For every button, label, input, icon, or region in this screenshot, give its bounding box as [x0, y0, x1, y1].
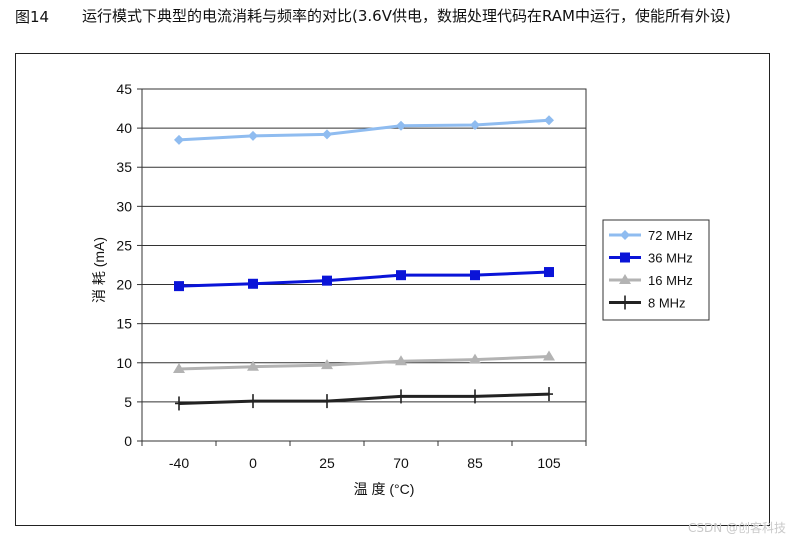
series-72-mhz [174, 115, 554, 145]
y-tick-label: 45 [116, 81, 132, 97]
legend-item: 72 MHz [609, 228, 693, 243]
legend-label: 8 MHz [648, 296, 686, 311]
figure-number: 图14 [15, 8, 50, 26]
chart-frame: 0 5 10 15 20 25 30 35 40 45 -40 0 25 70 85 105 消 耗 (mA)… [15, 53, 770, 526]
series-16-mhz [173, 350, 555, 374]
data-point-triangle [469, 353, 481, 364]
data-point-triangle [173, 363, 185, 374]
data-point-triangle [619, 274, 631, 284]
data-point-diamond [620, 230, 630, 240]
data-point-diamond [396, 120, 406, 131]
legend-item: 16 MHz [609, 273, 693, 288]
gridlines [141, 88, 587, 442]
series-line [178, 355, 550, 371]
data-point-diamond [322, 129, 332, 140]
x-tick-label: 70 [393, 455, 409, 471]
tick-labels: 0 5 10 15 20 25 30 35 40 45 -40 0 25 70 85 105 [116, 81, 560, 471]
current-vs-temperature-chart: 0 5 10 15 20 25 30 35 40 45 -40 0 25 70 85 105 消 耗 (mA)… [91, 81, 710, 497]
y-tick-label: 30 [116, 198, 132, 214]
data-point-square [396, 270, 406, 281]
data-point-square [174, 281, 184, 292]
data-point-plus [545, 387, 553, 402]
legend-label: 36 MHz [648, 251, 693, 266]
series-lines [173, 115, 555, 411]
data-point-plus [175, 396, 183, 411]
figure-caption: 运行模式下典型的电流消耗与频率的对比(3.6V供电，数据处理代码在RAM中运行，… [82, 7, 731, 25]
data-point-plus [471, 389, 479, 404]
plot-area [141, 88, 587, 442]
x-tick-label: 25 [319, 455, 335, 471]
y-tick-label: 0 [124, 433, 132, 449]
data-point-diamond [470, 119, 480, 130]
series-line [178, 392, 550, 405]
legend-item: 36 MHz [609, 251, 693, 266]
legend-item: 8 MHz [609, 295, 686, 311]
data-point-plus [397, 389, 405, 404]
data-point-square [470, 270, 480, 281]
x-axis-title: 温 度 (°C) [354, 481, 415, 497]
data-point-plus [249, 394, 257, 409]
data-point-square [248, 278, 258, 289]
series-36-mhz [174, 267, 554, 292]
x-tick-label: 85 [467, 455, 483, 471]
axes [137, 88, 587, 446]
data-point-triangle [321, 359, 333, 370]
data-point-plus [323, 394, 331, 409]
series-8-mhz [175, 387, 553, 411]
data-point-triangle [247, 360, 259, 371]
data-point-diamond [248, 130, 258, 141]
x-tick-label: -40 [169, 455, 189, 471]
data-point-square [322, 275, 332, 286]
watermark: CSDN @创客科技 [687, 521, 786, 535]
y-tick-label: 15 [116, 316, 132, 332]
data-point-plus [621, 295, 629, 310]
x-tick-label: 105 [537, 455, 561, 471]
y-tick-label: 20 [116, 277, 132, 293]
data-point-square [544, 267, 554, 278]
data-point-triangle [543, 350, 555, 361]
y-axis-title: 消 耗 (mA) [91, 237, 107, 303]
legend-label: 16 MHz [648, 273, 693, 288]
data-point-diamond [544, 115, 554, 126]
x-tick-label: 0 [249, 455, 257, 471]
data-point-diamond [174, 134, 184, 145]
legend: 72 MHz 36 MHz 16 MHz 8 MHz [602, 219, 710, 321]
y-tick-label: 25 [116, 237, 132, 253]
y-tick-label: 40 [116, 120, 132, 136]
legend-label: 72 MHz [648, 228, 693, 243]
series-line [178, 270, 550, 288]
data-point-square [620, 252, 630, 263]
y-tick-label: 5 [124, 394, 132, 410]
series-line [178, 118, 550, 142]
y-tick-label: 35 [116, 159, 132, 175]
y-tick-label: 10 [116, 355, 132, 371]
data-point-triangle [395, 355, 407, 366]
